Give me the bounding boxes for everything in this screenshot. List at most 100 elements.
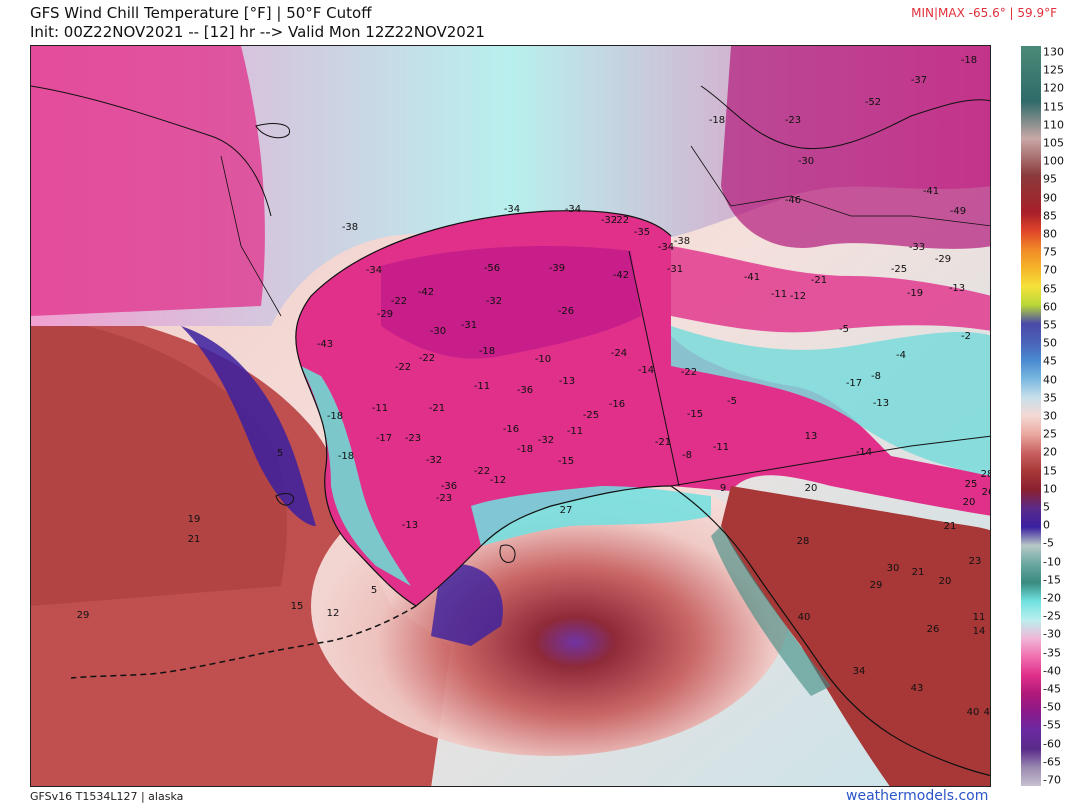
temperature-label: 20: [939, 576, 952, 587]
temperature-label: 21: [912, 567, 925, 578]
yukon-mixed: [671, 326, 990, 476]
colorbar-tick: 30: [1043, 409, 1057, 423]
temperature-label: -46: [785, 195, 801, 206]
temperature-label: -13: [402, 520, 418, 531]
temperature-label: -32: [538, 435, 554, 446]
temperature-label: 20: [963, 497, 976, 508]
temperature-label: 14: [973, 626, 986, 637]
colorbar-tick: 10: [1043, 482, 1057, 496]
temperature-label: -22: [681, 367, 697, 378]
purple-cold-band-2: [431, 564, 503, 646]
temperature-label: -36: [441, 481, 457, 492]
temperature-label: 21: [944, 521, 957, 532]
colorbar-tick: -20: [1043, 591, 1061, 605]
temperature-label: -22: [613, 215, 629, 226]
temperature-label: -12: [490, 475, 506, 486]
temperature-label: -31: [461, 320, 477, 331]
temperature-label: -21: [429, 403, 445, 414]
temperature-label: -31: [667, 264, 683, 275]
temperature-label: -32: [486, 296, 502, 307]
colorbar-tick: -55: [1043, 718, 1061, 732]
colorbar-ticks: 130 125 120 115 110 105 100 95 90 85 80 75 70 65 60 55 5…: [1043, 46, 1075, 787]
temperature-label: -30: [430, 326, 446, 337]
kodiak-island: [499, 544, 516, 563]
colorbar-tick: -70: [1043, 773, 1061, 787]
temperature-label: -22: [395, 362, 411, 373]
temperature-label: -41: [923, 186, 939, 197]
temperature-label: -18: [327, 411, 343, 422]
temperature-label: 19: [188, 514, 201, 525]
temperature-label: -35: [634, 227, 650, 238]
temperature-label: -11: [372, 403, 388, 414]
min-max-readout: MIN|MAX -65.6° | 59.9°F: [911, 6, 1057, 20]
arctic-canada-coast: [700, 85, 990, 150]
brand-link[interactable]: weathermodels.com: [846, 788, 989, 804]
temperature-label: -19: [907, 288, 923, 299]
temperature-label: -13: [873, 398, 889, 409]
temperature-label: -34: [504, 204, 520, 215]
colorbar-tick: -40: [1043, 664, 1061, 678]
temperature-label: 28: [797, 536, 810, 547]
aleutian-islands: [70, 605, 417, 679]
temperature-label: 25: [965, 479, 978, 490]
temperature-label: -26: [558, 306, 574, 317]
colorbar-tick: 75: [1043, 245, 1057, 259]
temperature-label: 29: [870, 580, 883, 591]
colorbar-tick: -50: [1043, 700, 1061, 714]
temperature-label: -34: [565, 204, 581, 215]
temperature-label: -13: [559, 376, 575, 387]
map-canvas: -52-37-18-18 -23-30-46-41-49-33-29-25-19-…: [31, 46, 991, 786]
bering-sea-dark: [31, 316, 287, 606]
nwt-border: [690, 145, 990, 227]
temperature-label: -25: [891, 264, 907, 275]
temperature-label-layer: -52-37-18-18 -23-30-46-41-49-33-29-25-19-…: [77, 55, 991, 718]
colorbar-tick: 55: [1043, 318, 1057, 332]
temperature-label: -42: [613, 270, 629, 281]
colorbar-tick: -25: [1043, 609, 1061, 623]
colorbar-tick: 35: [1043, 391, 1057, 405]
temperature-label: -36: [517, 385, 533, 396]
temperature-label: -17: [846, 378, 862, 389]
temperature-label: 5: [277, 448, 283, 459]
colorbar-tick: 40: [1043, 373, 1057, 387]
colorbar-tick: 20: [1043, 445, 1057, 459]
colorbar-tick: 0: [1043, 518, 1050, 532]
colorbar: [1021, 46, 1041, 786]
colorbar-tick: 60: [1043, 300, 1057, 314]
temperature-label: -29: [935, 254, 951, 265]
temperature-label: 20: [805, 483, 818, 494]
temperature-label: -5: [839, 324, 849, 335]
colorbar-tick: -35: [1043, 646, 1061, 660]
temperature-label: -14: [856, 447, 872, 458]
temperature-label: -18: [517, 444, 533, 455]
colorbar-tick: -5: [1043, 536, 1054, 550]
temperature-label: -56: [484, 263, 500, 274]
alaska-coastline: [295, 210, 672, 607]
temperature-label: -8: [871, 371, 881, 382]
colorbar-tick: 105: [1043, 136, 1064, 150]
temperature-label: 28: [981, 469, 991, 480]
temperature-label: -11: [713, 442, 729, 453]
temperature-label: -22: [391, 296, 407, 307]
temperature-label: -18: [961, 55, 977, 66]
temperature-label: -38: [674, 236, 690, 247]
temperature-label: -15: [558, 456, 574, 467]
temperature-label: -23: [785, 115, 801, 126]
alaska-coastal-teal: [301, 366, 411, 586]
temperature-label: -39: [549, 263, 565, 274]
temperature-label: -11: [771, 289, 787, 300]
temperature-label: 40: [984, 707, 991, 718]
temperature-label: -23: [405, 433, 421, 444]
colorbar-tick: 90: [1043, 191, 1057, 205]
temperature-label: -18: [479, 346, 495, 357]
purple-cold-band: [181, 326, 316, 526]
bc-yukon-border: [670, 435, 990, 487]
temperature-label: -43: [317, 339, 333, 350]
temperature-label: -22: [474, 466, 490, 477]
colorbar-tick: 45: [1043, 354, 1057, 368]
colorbar-tick: 115: [1043, 100, 1064, 114]
temperature-label: 40: [798, 612, 811, 623]
temperature-label: -15: [687, 409, 703, 420]
temperature-label: 40: [967, 707, 980, 718]
temperature-label: 13: [805, 431, 818, 442]
